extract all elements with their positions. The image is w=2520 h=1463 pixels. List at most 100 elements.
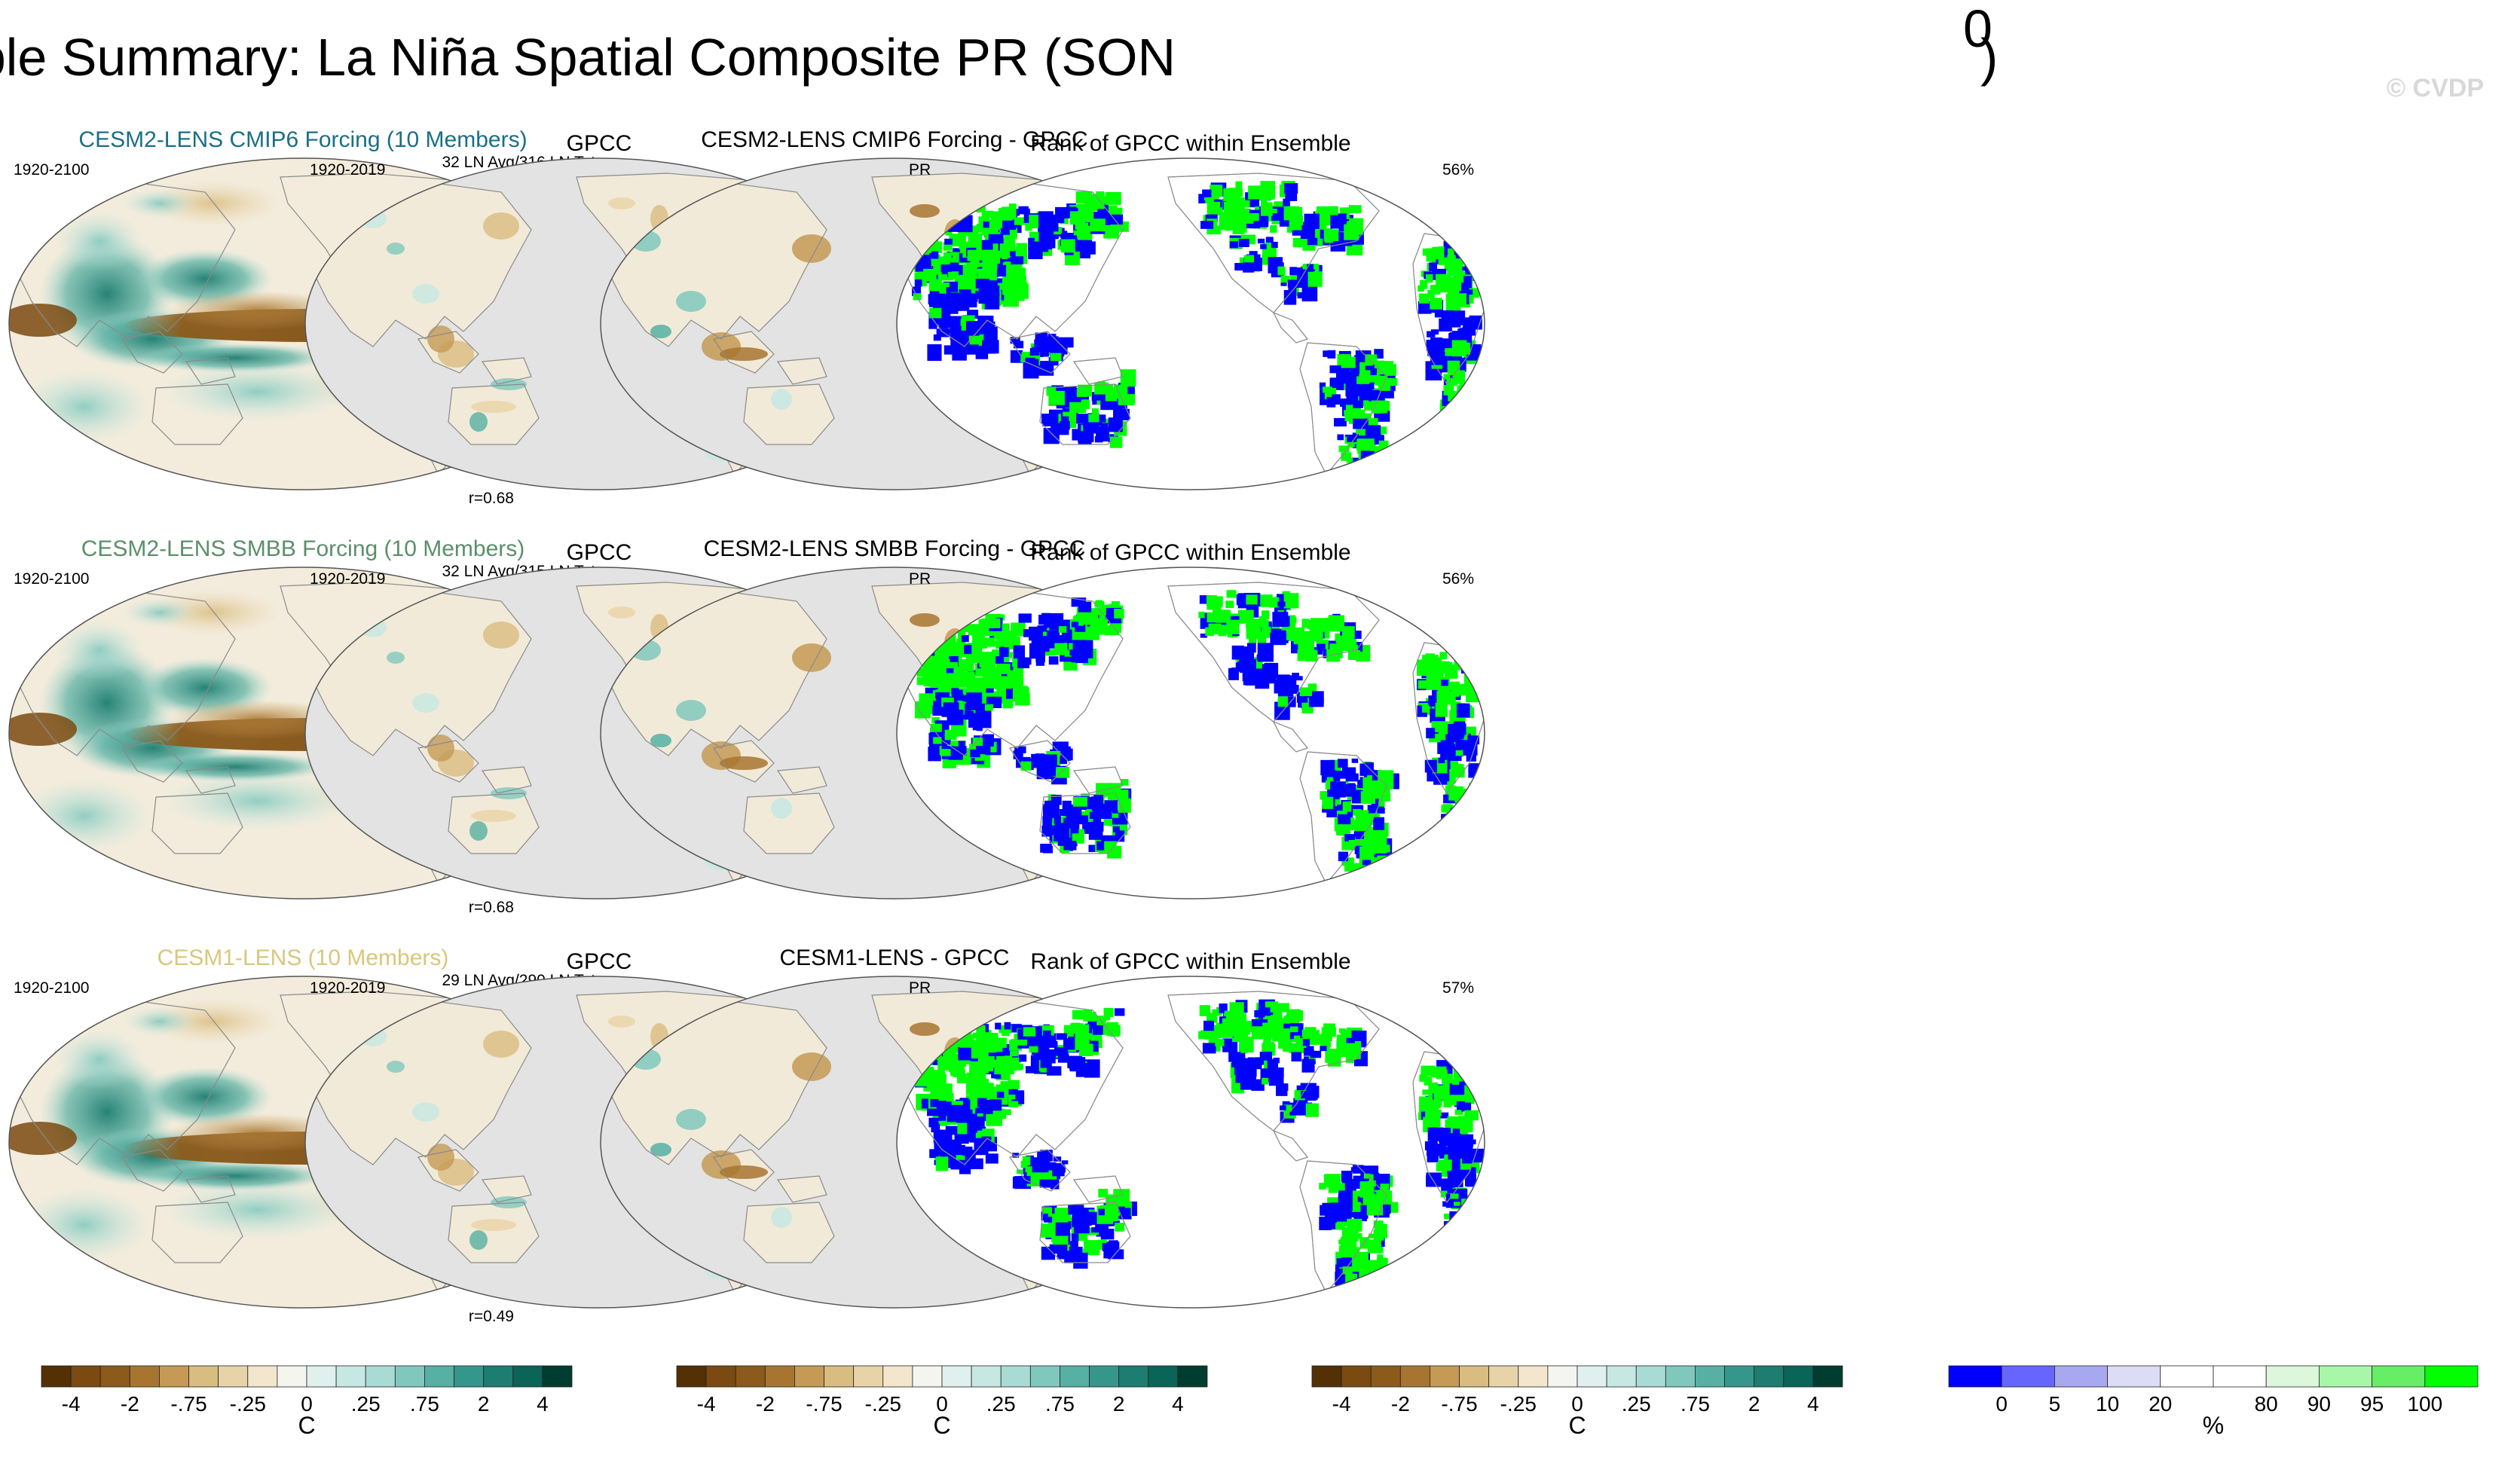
figure-title-close: ) [1980,28,1998,87]
colorbar-tick-label: 100 [2407,1392,2442,1416]
watermark: © CVDP [2387,74,2484,102]
colorbar-tick-label: 4 [537,1392,549,1416]
colorbar-tick-label: 80 [2255,1392,2278,1416]
colorbar-swatch [1695,1365,1725,1388]
colorbar-swatch [1060,1365,1090,1388]
panel-title: Rank of GPCC within Ensemble [1030,540,1350,565]
colorbar-swatch [188,1365,219,1388]
colorbar-swatch [41,1365,72,1388]
colorbar-tick-label: 4 [1172,1392,1184,1416]
variable-label: PR [909,161,931,179]
colorbar-swatch [277,1365,307,1388]
colorbar-unit: % [2203,1412,2224,1439]
colorbar-swatch [853,1365,884,1388]
panel-title: CESM1-LENS - GPCC [779,945,1009,970]
map-r2-rank [896,567,1485,899]
colorbar-swatch [1399,1365,1430,1388]
colorbar-tick-label: -.75 [1441,1392,1477,1416]
panel-r1-rank: Rank of GPCC within Ensemble PR 56% [896,131,1485,490]
colorbar-unit: C [1568,1412,1586,1439]
colorbar-tick-label: 0 [301,1392,313,1416]
rank-percent: 56% [1442,161,1474,179]
map-r2-rank-outline [896,567,1485,899]
colorbar-swatch [1311,1365,1342,1388]
colorbar-swatch [129,1365,160,1388]
colorbar-swatch [454,1365,485,1388]
colorbar-swatch [2001,1365,2055,1388]
colorbar-swatch [542,1365,573,1388]
colorbar-swatch [824,1365,855,1388]
colorbar-swatch [971,1365,1002,1388]
colorbar-swatch [1430,1365,1460,1388]
figure-title-superscript: 0 [1963,0,1992,58]
colorbar-diverging-2: -4 -2 -.75 -.25 0 .25 .75 2 4 C [676,1365,1208,1439]
colorbar-tick-label: -.25 [865,1392,901,1416]
colorbar-swatch [735,1365,766,1388]
colorbar-tick-label: .75 [1681,1392,1710,1416]
colorbar-swatch [882,1365,913,1388]
colorbar-tick-label: -2 [756,1392,775,1416]
colorbar-swatch [1635,1365,1666,1388]
panel-r3-rank: Rank of GPCC within Ensemble PR 57% [896,949,1485,1309]
colorbar-swatch [941,1365,972,1388]
colorbar-swatch [1547,1365,1578,1388]
colorbar-swatch [705,1365,736,1388]
map-r1-rank-outline [896,157,1485,490]
panel-grid: CESM2-LENS CMIP6 Forcing (10 Members) 192… [8,127,1485,1325]
colorbar-swatch [1000,1365,1031,1388]
colorbar-swatch [1488,1365,1519,1388]
rank-percent: 56% [1442,570,1474,588]
colorbar-tick-label: 0 [1996,1392,2008,1416]
colorbar-tick-label: .25 [986,1392,1016,1416]
colorbar-swatch [218,1365,249,1388]
panel-title: CESM2-LENS CMIP6 Forcing - GPCC [701,127,1087,152]
colorbar-swatch [1341,1365,1372,1388]
colorbar-tick-label: -2 [121,1392,139,1416]
colorbar-swatch [1577,1365,1607,1388]
period-label: 1920-2019 [310,570,385,588]
colorbar-swatch [2424,1365,2479,1388]
period-label: 1920-2019 [310,979,385,997]
colorbar-unit: C [298,1412,315,1439]
colorbar-swatch [1606,1365,1637,1388]
colorbar-swatch [2213,1365,2267,1388]
colorbar-tick-label: 95 [2360,1392,2384,1416]
panel-title: GPCC [567,949,632,974]
colorbar-rank: 0 5 10 20 80 90 95 100% [1948,1365,2479,1439]
colorbar-swatch [1177,1365,1208,1388]
variable-label: PR [909,570,931,588]
colorbar-tick-label: 10 [2096,1392,2119,1416]
colorbar-tick-label: -.25 [230,1392,266,1416]
panel-title: GPCC [567,131,632,156]
colorbar-swatch [1148,1365,1179,1388]
colorbar-swatch [2160,1365,2214,1388]
colorbar-tick-label: 2 [1748,1392,1760,1416]
colorbar-swatch [2107,1365,2161,1388]
map-r3-rank-outline [896,976,1485,1309]
colorbar-swatch [1724,1365,1755,1388]
colorbar-tick-label: .75 [410,1392,439,1416]
colorbar-swatch [1459,1365,1490,1388]
colorbar-swatch [306,1365,337,1388]
colorbar-swatch [99,1365,130,1388]
colorbar-swatch [2372,1365,2426,1388]
pattern-correlation: r=0.49 [469,1308,514,1325]
panel-title: CESM2-LENS SMBB Forcing - GPCC [704,536,1086,561]
colorbar-diverging-3: -4 -2 -.75 -.25 0 .25 .75 2 4 C [1311,1365,1843,1439]
colorbar-swatch [1812,1365,1843,1388]
colorbar-swatch [1783,1365,1814,1388]
colorbar-tick-label: -.75 [170,1392,206,1416]
period-label: 1920-2019 [310,161,385,179]
colorbar-swatch [365,1365,396,1388]
colorbar-swatch [247,1365,278,1388]
colorbar-swatch [1118,1365,1149,1388]
colorbar-swatch [483,1365,514,1388]
colorbar-swatch [1089,1365,1120,1388]
panel-title: CESM2-LENS SMBB Forcing (10 Members) [81,536,525,561]
colorbar-swatch [1948,1365,2002,1388]
colorbar-tick-label: 4 [1807,1392,1819,1416]
colorbar-tick-label: .25 [351,1392,381,1416]
colorbar-swatch [1754,1365,1784,1388]
period-label: 1920-2100 [14,161,89,179]
